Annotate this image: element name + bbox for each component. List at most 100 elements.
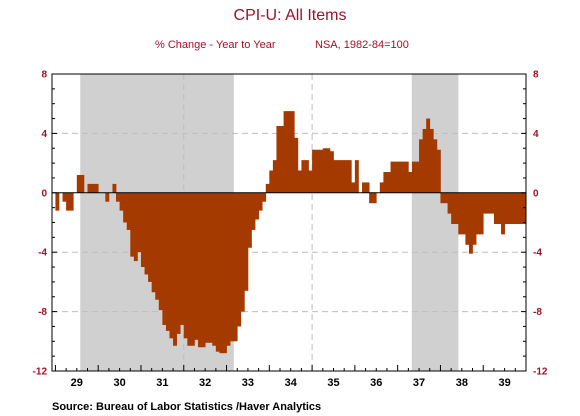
bar-1931-12 bbox=[180, 192, 185, 325]
bar-1931-7 bbox=[162, 192, 167, 325]
bar-1934-8 bbox=[294, 137, 299, 193]
bar-1939-4 bbox=[493, 192, 498, 224]
bar-1936-5 bbox=[369, 192, 374, 204]
bar-1938-3 bbox=[447, 192, 452, 214]
bar-1931-1 bbox=[140, 192, 145, 268]
bar-1930-9 bbox=[126, 192, 131, 230]
bar-1939-8 bbox=[508, 192, 513, 224]
bar-1936-10 bbox=[386, 172, 391, 193]
bar-1933-8 bbox=[251, 192, 256, 230]
bar-1935-5 bbox=[326, 148, 331, 193]
x-axis: 29 30 31 32 33 34 35 36 37 38 39 bbox=[54, 365, 516, 389]
bar-1937-4 bbox=[408, 172, 413, 193]
bar-1937-3 bbox=[404, 161, 409, 193]
bar-1932-2 bbox=[187, 192, 192, 346]
bar-1937-1 bbox=[397, 161, 402, 193]
bar-1938-12 bbox=[479, 192, 484, 235]
bar-1937-11 bbox=[433, 139, 438, 193]
bar-1935-1 bbox=[312, 149, 317, 193]
bar-1929-5 bbox=[69, 192, 74, 211]
bar-1939-5 bbox=[497, 192, 502, 224]
bar-1938-5 bbox=[454, 192, 459, 224]
x-tick-label: 30 bbox=[113, 377, 125, 389]
bar-1937-8 bbox=[422, 128, 427, 193]
bar-1931-9 bbox=[169, 192, 174, 339]
bar-1933-12 bbox=[265, 183, 270, 193]
bar-1929-8 bbox=[80, 174, 85, 193]
bar-1934-4 bbox=[280, 125, 284, 193]
bar-1936-11 bbox=[390, 161, 395, 193]
bar-1939-3 bbox=[490, 192, 495, 214]
bar-1930-6 bbox=[116, 192, 120, 202]
bar-1929-12 bbox=[94, 183, 99, 193]
bar-1938-8 bbox=[465, 192, 470, 245]
chart-subtitle-right: NSA, 1982-84=100 bbox=[315, 39, 409, 51]
bar-1929-3 bbox=[62, 192, 67, 202]
bar-1932-4 bbox=[194, 192, 199, 340]
bar-1932-5 bbox=[198, 192, 202, 348]
bar-1938-6 bbox=[458, 192, 463, 235]
chart-title: CPI-U: All Items bbox=[234, 7, 347, 24]
bar-1936-1 bbox=[354, 160, 359, 193]
bar-1931-5 bbox=[155, 192, 160, 300]
bar-1930-11 bbox=[133, 192, 138, 262]
y-tick-label-right: -12 bbox=[533, 367, 548, 378]
bar-1934-6 bbox=[287, 111, 292, 193]
bar-1932-8 bbox=[208, 192, 213, 343]
bar-1932-3 bbox=[190, 192, 195, 346]
bar-1932-1 bbox=[183, 192, 188, 339]
bar-1937-5 bbox=[411, 161, 416, 193]
bar-1935-7 bbox=[333, 160, 338, 193]
bar-1938-1 bbox=[440, 192, 445, 204]
bar-1937-10 bbox=[429, 128, 434, 193]
y-tick-label-left: -8 bbox=[38, 307, 47, 318]
bar-1933-10 bbox=[258, 192, 263, 211]
bar-1931-8 bbox=[165, 192, 170, 331]
bar-1931-2 bbox=[144, 192, 149, 275]
bar-1930-3 bbox=[105, 192, 110, 202]
bar-1930-7 bbox=[119, 192, 124, 211]
bar-1931-3 bbox=[148, 192, 153, 282]
bar-1938-4 bbox=[451, 192, 456, 224]
recession-band-2 bbox=[411, 74, 459, 371]
bar-1934-3 bbox=[276, 125, 281, 193]
bar-1938-2 bbox=[444, 192, 448, 204]
bar-1933-1 bbox=[226, 192, 231, 346]
bar-1933-11 bbox=[262, 192, 267, 202]
bar-1931-4 bbox=[151, 192, 156, 293]
y-tick-label-right: 4 bbox=[533, 129, 539, 140]
chart-source: Source: Bureau of Labor Statistics /Have… bbox=[52, 401, 321, 413]
bar-1929-11 bbox=[91, 183, 95, 193]
bar-1934-12 bbox=[308, 170, 313, 193]
bar-1930-12 bbox=[137, 192, 142, 253]
bar-1929-4 bbox=[66, 192, 71, 211]
bar-1933-7 bbox=[247, 192, 252, 248]
bar-1935-12 bbox=[351, 182, 356, 193]
bar-1934-7 bbox=[290, 111, 295, 193]
x-tick-label: 33 bbox=[242, 377, 254, 389]
bar-1935-2 bbox=[315, 149, 320, 193]
bar-1935-10 bbox=[344, 160, 349, 193]
bar-1933-2 bbox=[230, 192, 235, 342]
bar-1937-12 bbox=[436, 149, 441, 193]
bar-1935-11 bbox=[347, 160, 352, 193]
bar-1936-4 bbox=[365, 182, 370, 193]
x-tick-label: 34 bbox=[285, 377, 298, 389]
x-tick-label: 37 bbox=[413, 377, 425, 389]
bar-1939-12 bbox=[522, 192, 527, 224]
bar-1935-3 bbox=[319, 149, 324, 193]
bar-series bbox=[55, 111, 527, 354]
bar-1936-9 bbox=[383, 172, 388, 193]
bar-1931-6 bbox=[158, 192, 163, 311]
bar-1938-10 bbox=[472, 192, 477, 245]
y-tick-label-left: 8 bbox=[41, 70, 47, 81]
bar-1934-9 bbox=[297, 170, 302, 193]
y-axis-left: 8 4 0 -4 -8 -12 bbox=[33, 70, 57, 378]
x-tick-label: 39 bbox=[498, 377, 510, 389]
bar-1932-12 bbox=[222, 192, 227, 354]
x-tick-label: 38 bbox=[456, 377, 468, 389]
bar-1934-11 bbox=[304, 160, 309, 193]
bar-1935-9 bbox=[340, 160, 345, 193]
chart-subtitle-left: % Change - Year to Year bbox=[155, 39, 276, 51]
